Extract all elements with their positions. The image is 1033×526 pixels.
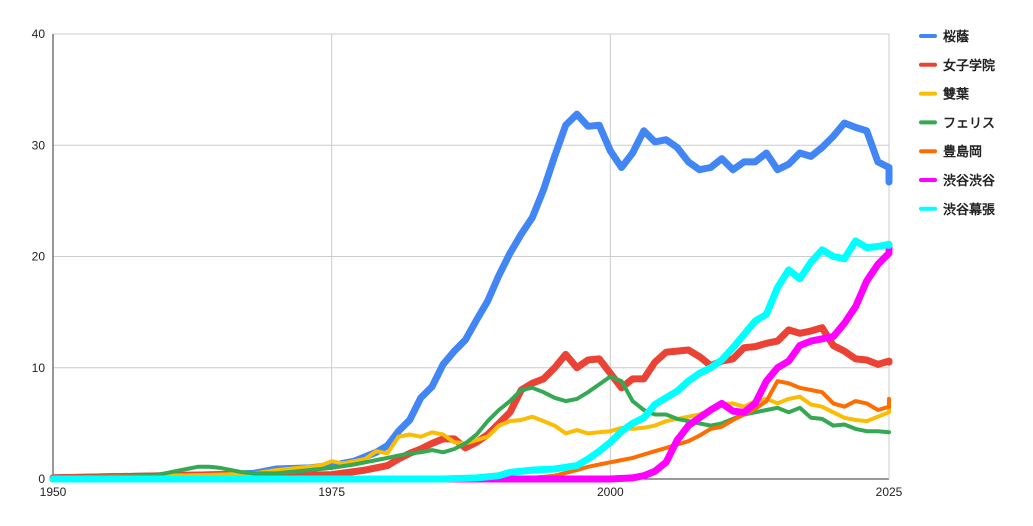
legend-label-6: 渋谷幕張	[943, 202, 996, 218]
x-tick-label: 2000	[597, 485, 624, 499]
x-tick-label: 1975	[318, 485, 345, 499]
x-tick-label: 2025	[876, 485, 903, 499]
y-tick-label: 10	[32, 361, 46, 375]
legend-label-2: 雙葉	[943, 87, 970, 103]
legend-label-3: フェリス	[943, 116, 995, 131]
x-tick-label: 1950	[40, 485, 67, 499]
legend-label-0: 桜蔭	[943, 29, 970, 45]
legend-label-1: 女子学院	[943, 58, 995, 74]
y-tick-label: 40	[32, 27, 46, 41]
series-line-5	[49, 243, 893, 483]
series-line-6	[49, 237, 893, 483]
legend-label-4: 豊島岡	[943, 144, 982, 160]
tick-labels: 0 10 20 30 40 1950 1975 2000 2025	[32, 27, 903, 499]
y-tick-label: 0	[38, 472, 45, 486]
y-tick-label: 30	[32, 138, 46, 152]
series-lines	[49, 110, 893, 483]
series-line-4	[51, 379, 891, 481]
series-line-2	[51, 394, 891, 480]
y-tick-label: 20	[32, 250, 46, 264]
series-line-3	[51, 374, 891, 480]
legend-label-5: 渋谷渋谷	[943, 173, 996, 189]
